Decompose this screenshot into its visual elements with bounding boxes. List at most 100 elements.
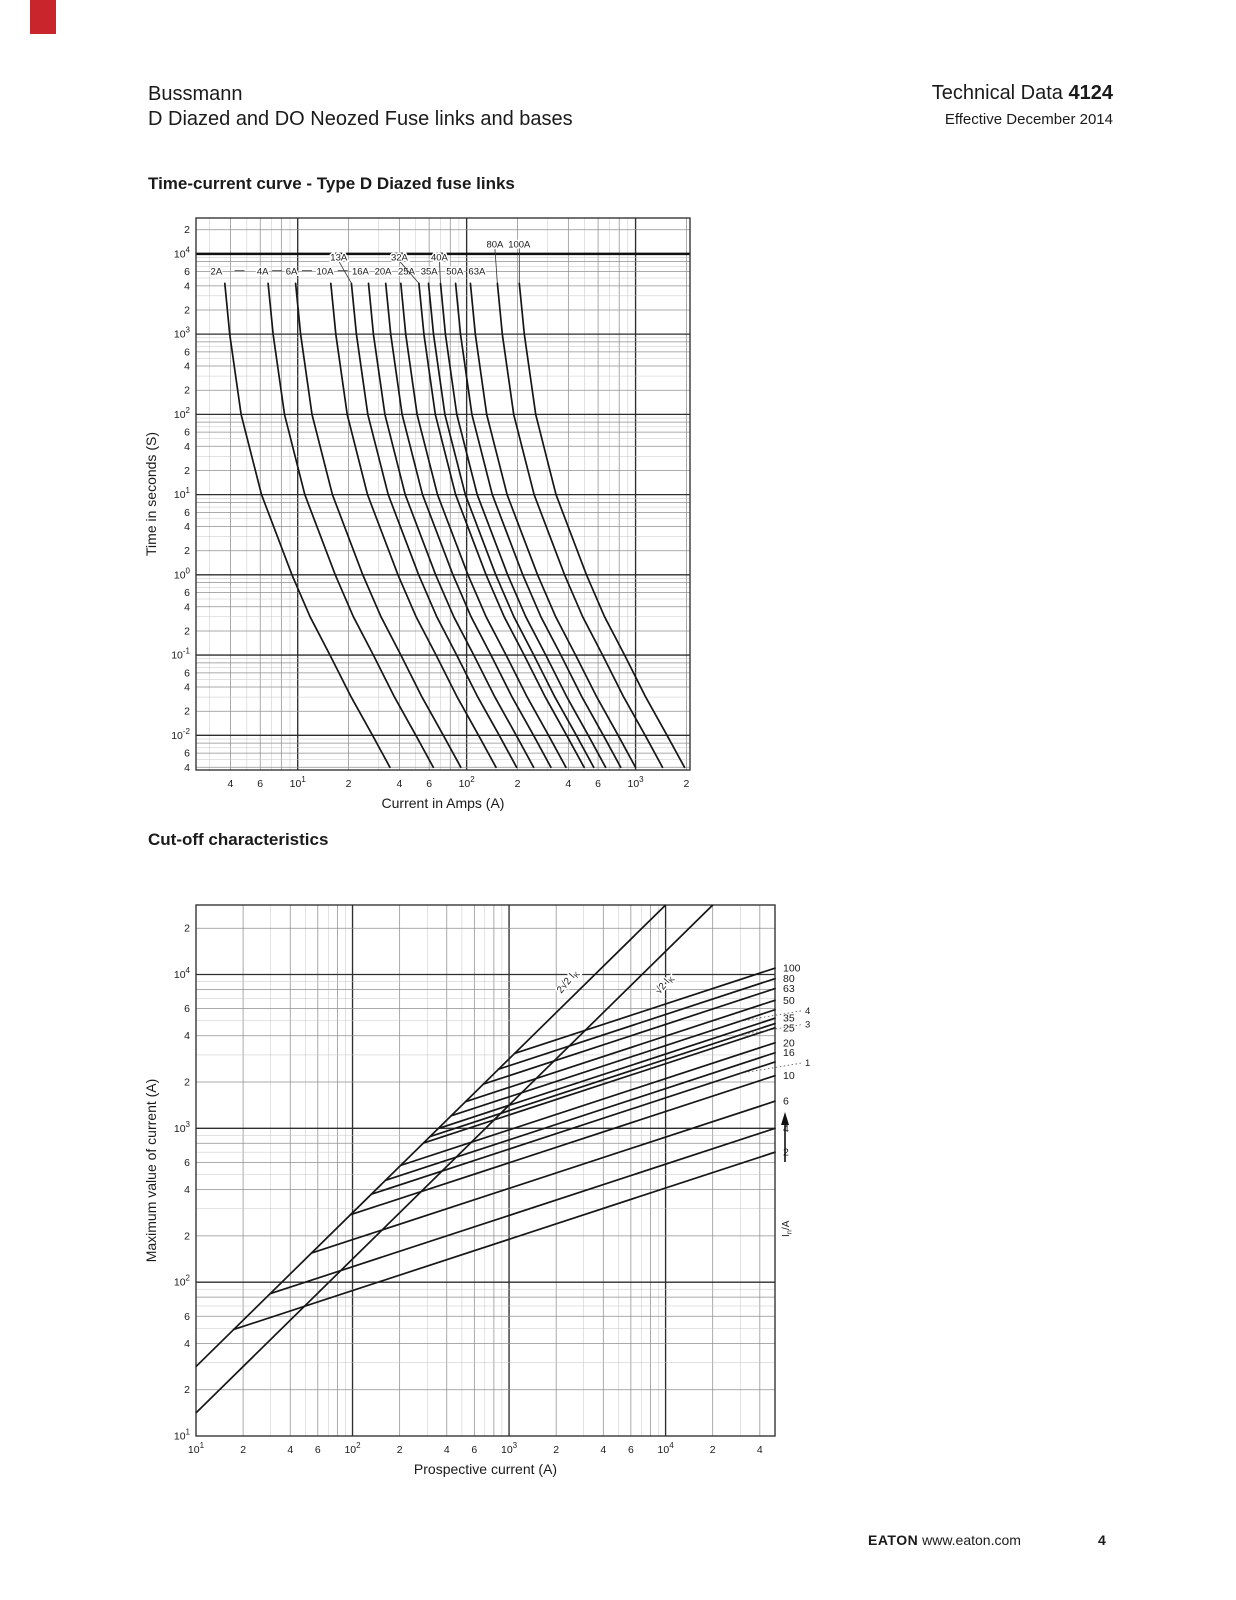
cutoff-line-4A xyxy=(269,1127,776,1295)
grid xyxy=(195,217,691,771)
footer-url[interactable]: www.eaton.com xyxy=(918,1532,1021,1548)
svg-text:4: 4 xyxy=(396,778,402,790)
fuse-curves xyxy=(223,282,686,769)
svg-text:103: 103 xyxy=(627,775,644,790)
footer-page-number: 4 xyxy=(1098,1532,1106,1548)
svg-text:6: 6 xyxy=(184,346,190,358)
svg-text:2: 2 xyxy=(515,778,521,790)
svg-text:2: 2 xyxy=(346,778,352,790)
in-axis-arrowhead xyxy=(781,1112,789,1125)
svg-text:6: 6 xyxy=(184,427,190,439)
header-left: Bussmann D Diazed and DO Neozed Fuse lin… xyxy=(148,82,573,132)
effective-date: Effective December 2014 xyxy=(944,111,1113,128)
axis-ticks: 2 104 6 4 2 103 6 4 2 102 6 4 2 101 6 4 2 100 6 4 2 10-1 6 4 2 10… xyxy=(171,224,689,790)
fuse-curve-13A xyxy=(350,282,518,769)
svg-text:2: 2 xyxy=(184,545,190,557)
svg-text:6: 6 xyxy=(184,667,190,679)
curve-label-4A: 4A xyxy=(257,267,269,278)
svg-text:4: 4 xyxy=(184,361,190,373)
svg-text:2: 2 xyxy=(184,385,190,397)
svg-text:6: 6 xyxy=(184,587,190,599)
cutoff-line-20A xyxy=(399,1041,776,1167)
svg-text:101: 101 xyxy=(174,486,191,501)
svg-text:100: 100 xyxy=(174,566,191,581)
svg-text:103: 103 xyxy=(501,1441,518,1456)
svg-text:10-1: 10-1 xyxy=(171,647,190,662)
svg-text:104: 104 xyxy=(174,966,191,981)
svg-text:6: 6 xyxy=(471,1444,477,1456)
cutoff-line-100A xyxy=(513,967,776,1055)
doc-title: Technical Data 4124 xyxy=(932,82,1113,105)
svg-text:101: 101 xyxy=(188,1441,205,1456)
svg-text:102: 102 xyxy=(174,1274,191,1289)
rating-label-small-32: 3 xyxy=(805,1020,810,1031)
fuse-curve-50A xyxy=(454,282,622,769)
cutoff-lines xyxy=(232,967,776,1331)
rating-label-6: 6 xyxy=(783,1096,789,1108)
leader-32 xyxy=(740,1024,803,1036)
svg-text:6: 6 xyxy=(628,1444,634,1456)
rating-label-80: 80 xyxy=(783,973,795,985)
svg-text:6: 6 xyxy=(595,778,601,790)
rating-label-63: 63 xyxy=(783,983,795,995)
svg-text:2: 2 xyxy=(184,224,190,236)
svg-text:2: 2 xyxy=(553,1444,559,1456)
doc-number: 4124 xyxy=(1068,82,1114,104)
curve-label-80A: 80A xyxy=(486,240,504,251)
svg-text:4: 4 xyxy=(444,1444,450,1456)
svg-text:4: 4 xyxy=(757,1444,763,1456)
svg-text:2: 2 xyxy=(184,923,190,935)
y-axis-label: Time in seconds (S) xyxy=(143,432,159,556)
time-current-chart: 2 104 6 4 2 103 6 4 2 102 6 4 2 101 6 4 2 100 6 4 2 10-1 6 4 2 10… xyxy=(143,217,691,811)
rating-label-4: 4 xyxy=(783,1123,789,1135)
rating-label-small-40: 4 xyxy=(805,1006,810,1017)
rating-label-100: 100 xyxy=(783,963,801,975)
section-title-cutoff: Cut-off characteristics xyxy=(148,830,329,849)
curve-label-20A: 20A xyxy=(375,267,393,278)
rating-label-2: 2 xyxy=(783,1147,789,1159)
rating-label-16: 16 xyxy=(783,1047,795,1059)
svg-text:6: 6 xyxy=(184,1157,190,1169)
cutoff-line-32A xyxy=(429,1022,776,1138)
rating-label-20: 20 xyxy=(783,1037,795,1049)
footer-brand: EATON xyxy=(868,1532,919,1548)
fuse-curve-80A xyxy=(496,282,664,769)
fuse-curve-6A xyxy=(294,282,462,769)
svg-text:6: 6 xyxy=(184,1311,190,1323)
svg-text:4: 4 xyxy=(184,280,190,292)
rating-label-50: 50 xyxy=(783,995,795,1007)
svg-text:104: 104 xyxy=(658,1441,675,1456)
fuse-curve-35A xyxy=(427,282,595,769)
leader-13 xyxy=(740,1062,803,1074)
fuse-curve-16A xyxy=(367,282,535,769)
svg-text:6: 6 xyxy=(257,778,263,790)
svg-text:2: 2 xyxy=(184,304,190,316)
fuse-curve-20A xyxy=(384,282,552,769)
rating-label-small-13: 1 xyxy=(805,1058,810,1069)
svg-text:6: 6 xyxy=(184,748,190,760)
svg-text:2: 2 xyxy=(184,625,190,637)
svg-text:2: 2 xyxy=(683,778,689,790)
svg-text:2: 2 xyxy=(184,706,190,718)
svg-text:6: 6 xyxy=(184,507,190,519)
svg-text:102: 102 xyxy=(344,1441,361,1456)
plot-border xyxy=(195,217,691,771)
section-title-time-current: Time-current curve - Type D Diazed fuse … xyxy=(148,174,515,193)
brand-name: Bussmann xyxy=(148,83,243,105)
curve-label-10A: 10A xyxy=(317,267,335,278)
doc-label: Technical Data xyxy=(931,82,1069,104)
curve-label-50A: 50A xyxy=(446,267,464,278)
cutoff-line-40A xyxy=(450,1008,776,1117)
fuse-curve-63A xyxy=(469,282,637,769)
rating-label-25: 25 xyxy=(783,1022,795,1034)
cutoff-line-35A xyxy=(437,1017,776,1130)
curve-label-40A: 40A xyxy=(431,253,449,264)
svg-text:4: 4 xyxy=(184,762,190,774)
svg-text:104: 104 xyxy=(174,245,191,260)
svg-text:4: 4 xyxy=(228,778,234,790)
cutoff-line-16A xyxy=(384,1051,776,1182)
svg-text:4: 4 xyxy=(184,1184,190,1196)
